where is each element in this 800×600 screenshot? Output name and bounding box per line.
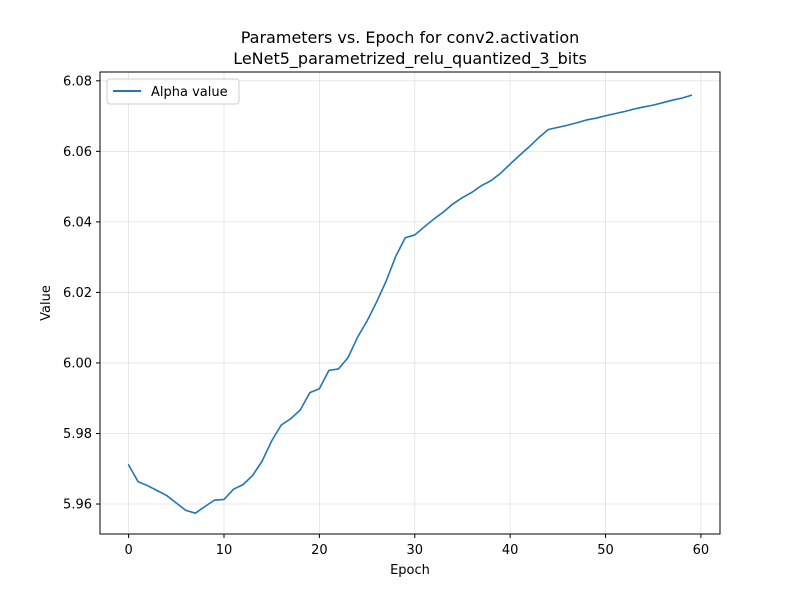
- legend: Alpha value: [106, 78, 240, 105]
- x-tick-label: 40: [502, 543, 519, 558]
- x-axis-label: Epoch: [390, 563, 430, 578]
- x-tick-label: 30: [406, 543, 423, 558]
- y-axis-label: Value: [39, 285, 54, 321]
- ticks: 0 10 20 30 40 50 60 5.96 5.98 6.00 6.02 6.04 6.06 6.0…: [63, 74, 709, 558]
- series-line-alpha-value: [127, 94, 693, 514]
- x-tick-label: 50: [597, 543, 614, 558]
- y-tick-label: 6.04: [63, 215, 92, 230]
- y-tick-label: 6.00: [63, 356, 92, 371]
- y-tick-label: 6.02: [63, 286, 92, 301]
- y-tick-label: 5.98: [63, 427, 92, 442]
- grid: [100, 72, 720, 534]
- y-tick-label: 6.08: [63, 74, 92, 89]
- chart-title-line1: Parameters vs. Epoch for conv2.activatio…: [241, 28, 580, 47]
- x-tick-label: 60: [693, 543, 710, 558]
- series-group: [127, 94, 693, 514]
- legend-label: Alpha value: [151, 85, 228, 100]
- x-tick-label: 10: [216, 543, 233, 558]
- x-tick-label: 20: [311, 543, 328, 558]
- plot-frame: [99, 71, 721, 535]
- chart-title-line2: LeNet5_parametrized_relu_quantized_3_bit…: [233, 49, 587, 69]
- x-tick-label: 0: [124, 543, 132, 558]
- y-tick-label: 6.06: [63, 145, 92, 160]
- legend-box: [106, 78, 240, 105]
- y-tick-label: 5.96: [63, 498, 92, 513]
